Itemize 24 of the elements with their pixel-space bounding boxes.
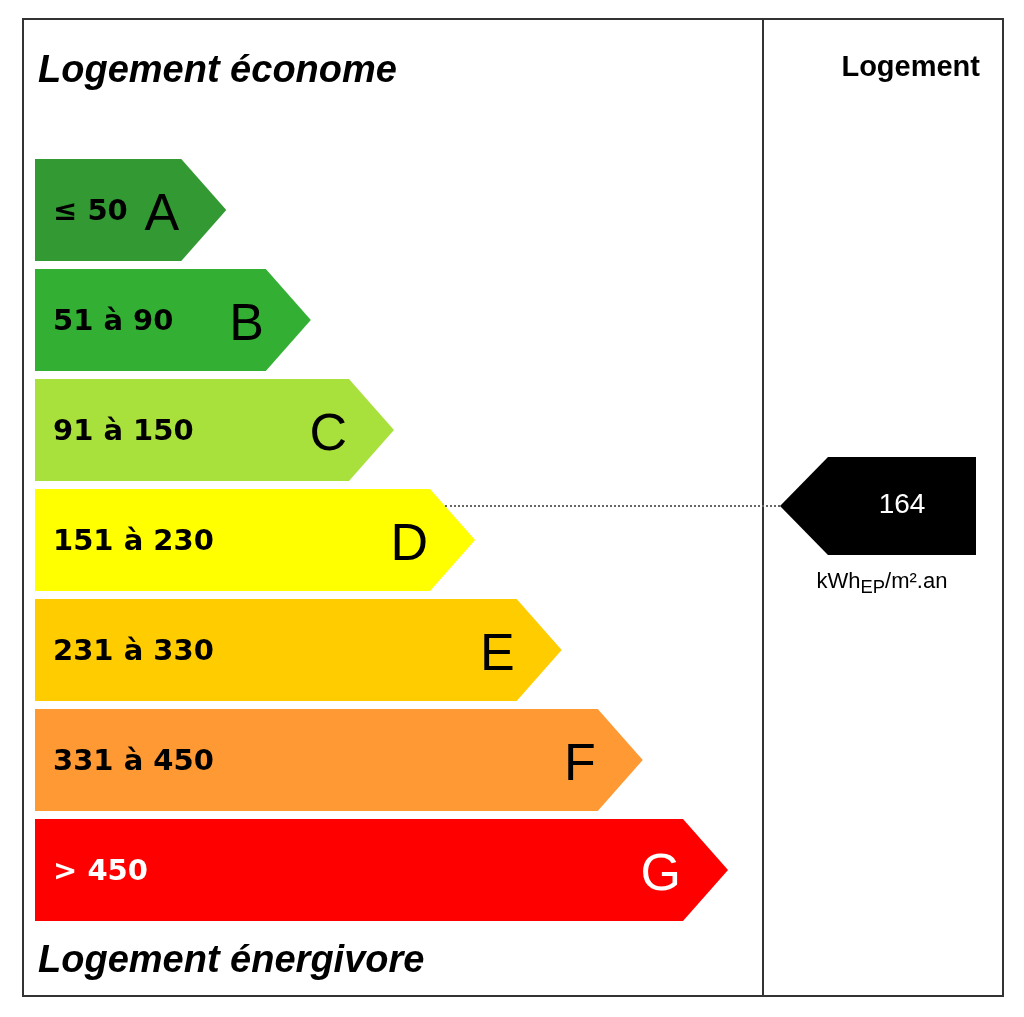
y-tick-label: D xyxy=(390,513,429,571)
bar xyxy=(35,709,643,811)
text: kWh$_{EP}$/m².an xyxy=(815,567,949,599)
bar xyxy=(35,599,562,701)
annotation: 231 à 330 xyxy=(53,633,214,667)
y-tick-label: B xyxy=(229,293,264,351)
y-tick-label: C xyxy=(309,403,347,461)
bar xyxy=(35,819,728,921)
y-tick-label: A xyxy=(144,183,180,241)
text: Logement xyxy=(840,50,981,83)
text: Logement énergivore xyxy=(38,938,425,981)
ref-line-label: 164 xyxy=(877,487,927,520)
bar xyxy=(35,379,394,481)
y-tick-label: G xyxy=(640,843,681,901)
annotation: > 450 xyxy=(53,853,148,887)
y-tick-label: E xyxy=(479,623,515,681)
annotation: 51 à 90 xyxy=(53,303,174,337)
y-tick-label: F xyxy=(564,733,596,791)
bar xyxy=(35,489,476,591)
chart-title: Logement économe xyxy=(38,48,397,91)
annotation: ≤ 50 xyxy=(53,193,128,227)
annotation: 91 à 150 xyxy=(53,413,194,447)
annotation: 151 à 230 xyxy=(53,523,214,557)
annotation: 331 à 450 xyxy=(53,743,214,777)
